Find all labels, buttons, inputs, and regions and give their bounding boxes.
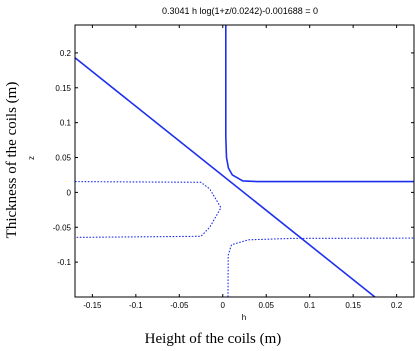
contour-line-3 [74,181,222,238]
x-tick-label: -0.15 [83,301,102,310]
x-tick-label: 0.1 [304,301,316,310]
y-tick-label: 0.05 [55,154,71,163]
x-axis-label: Height of the coils (m) [145,331,282,347]
y-axis-label: Thickness of the coils (m) [4,82,20,239]
y-tick-label: 0.1 [60,119,72,128]
x-tick-label: 0.05 [258,301,274,310]
contour-line-2 [225,25,414,183]
y-axis-ticks: -0.1 -0.05 0 0.05 0.1 0.15 0.2 [53,49,414,267]
x-tick-label: 0 [221,301,226,310]
contour-line-4 [227,237,415,298]
x-variable-label: h [242,313,246,322]
x-tick-label: 0.15 [345,301,361,310]
x-axis-ticks: -0.15 -0.1 -0.05 0 0.05 0.1 0.15 0.2 [83,25,403,310]
y-tick-label: -0.1 [57,258,71,267]
y-tick-label: 0.15 [55,84,71,93]
contour-line-1 [74,57,376,298]
plot-lines [74,25,415,298]
y-tick-label: -0.05 [53,223,72,232]
x-tick-label: -0.1 [129,301,143,310]
plot-frame [74,24,415,298]
y-variable-label: z [27,156,36,160]
chart-title: 0.3041 h log(1+z/0.0242)-0.001688 = 0 [162,6,318,16]
x-tick-label: -0.05 [170,301,189,310]
x-tick-label: 0.2 [391,301,403,310]
y-tick-label: 0.2 [60,49,72,58]
y-tick-label: 0 [67,188,72,197]
